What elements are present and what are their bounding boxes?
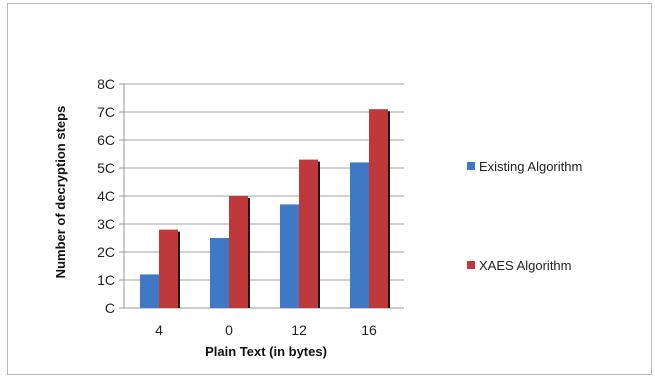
chart: C 1C 2C 3C 4C 5C 6C 7C 8C 4 0 12 16 Number of decry… [53,76,582,359]
x-tick-label: 12 [291,322,307,338]
bar-existing-algorithm [140,274,159,308]
bar-xaes-algorithm [369,109,388,308]
y-tick-label: 3C [97,216,115,232]
bar-shadow [248,198,250,308]
legend-label: XAES Algorithm [479,258,572,273]
y-tick-label: 8C [97,76,115,92]
x-tick-label: 0 [225,322,233,338]
bar-xaes-algorithm [159,229,178,308]
y-axis-title: Number of decryption steps [53,106,68,279]
bars [140,109,390,308]
legend: Existing Algorithm XAES Algorithm [467,159,582,273]
x-axis-title: Plain Text (in bytes) [205,344,327,359]
y-tick-label: 6C [97,132,115,148]
y-tick-label: 7C [97,104,115,120]
x-tick-label: 16 [361,322,377,338]
chart-frame: C 1C 2C 3C 4C 5C 6C 7C 8C 4 0 12 16 Number of decry… [7,3,652,375]
x-tick-label: 4 [155,322,163,338]
bar-existing-algorithm [350,162,369,308]
legend-swatch [467,162,475,170]
bar-existing-algorithm [210,238,229,308]
bar-shadow [178,231,180,308]
bar-shadow [318,161,320,308]
y-tick-label: 1C [97,272,115,288]
legend-swatch [467,261,475,269]
bar-xaes-algorithm [229,196,248,308]
bar-xaes-algorithm [299,159,318,308]
y-tick-label: 5C [97,160,115,176]
y-tick-label: 2C [97,244,115,260]
legend-label: Existing Algorithm [479,159,582,174]
y-tick-label: C [105,300,115,316]
x-tick-labels: 4 0 12 16 [155,322,377,338]
bar-shadow [388,111,390,308]
y-tick-labels: C 1C 2C 3C 4C 5C 6C 7C 8C [97,76,115,316]
y-tick-label: 4C [97,188,115,204]
bar-existing-algorithm [280,204,299,308]
